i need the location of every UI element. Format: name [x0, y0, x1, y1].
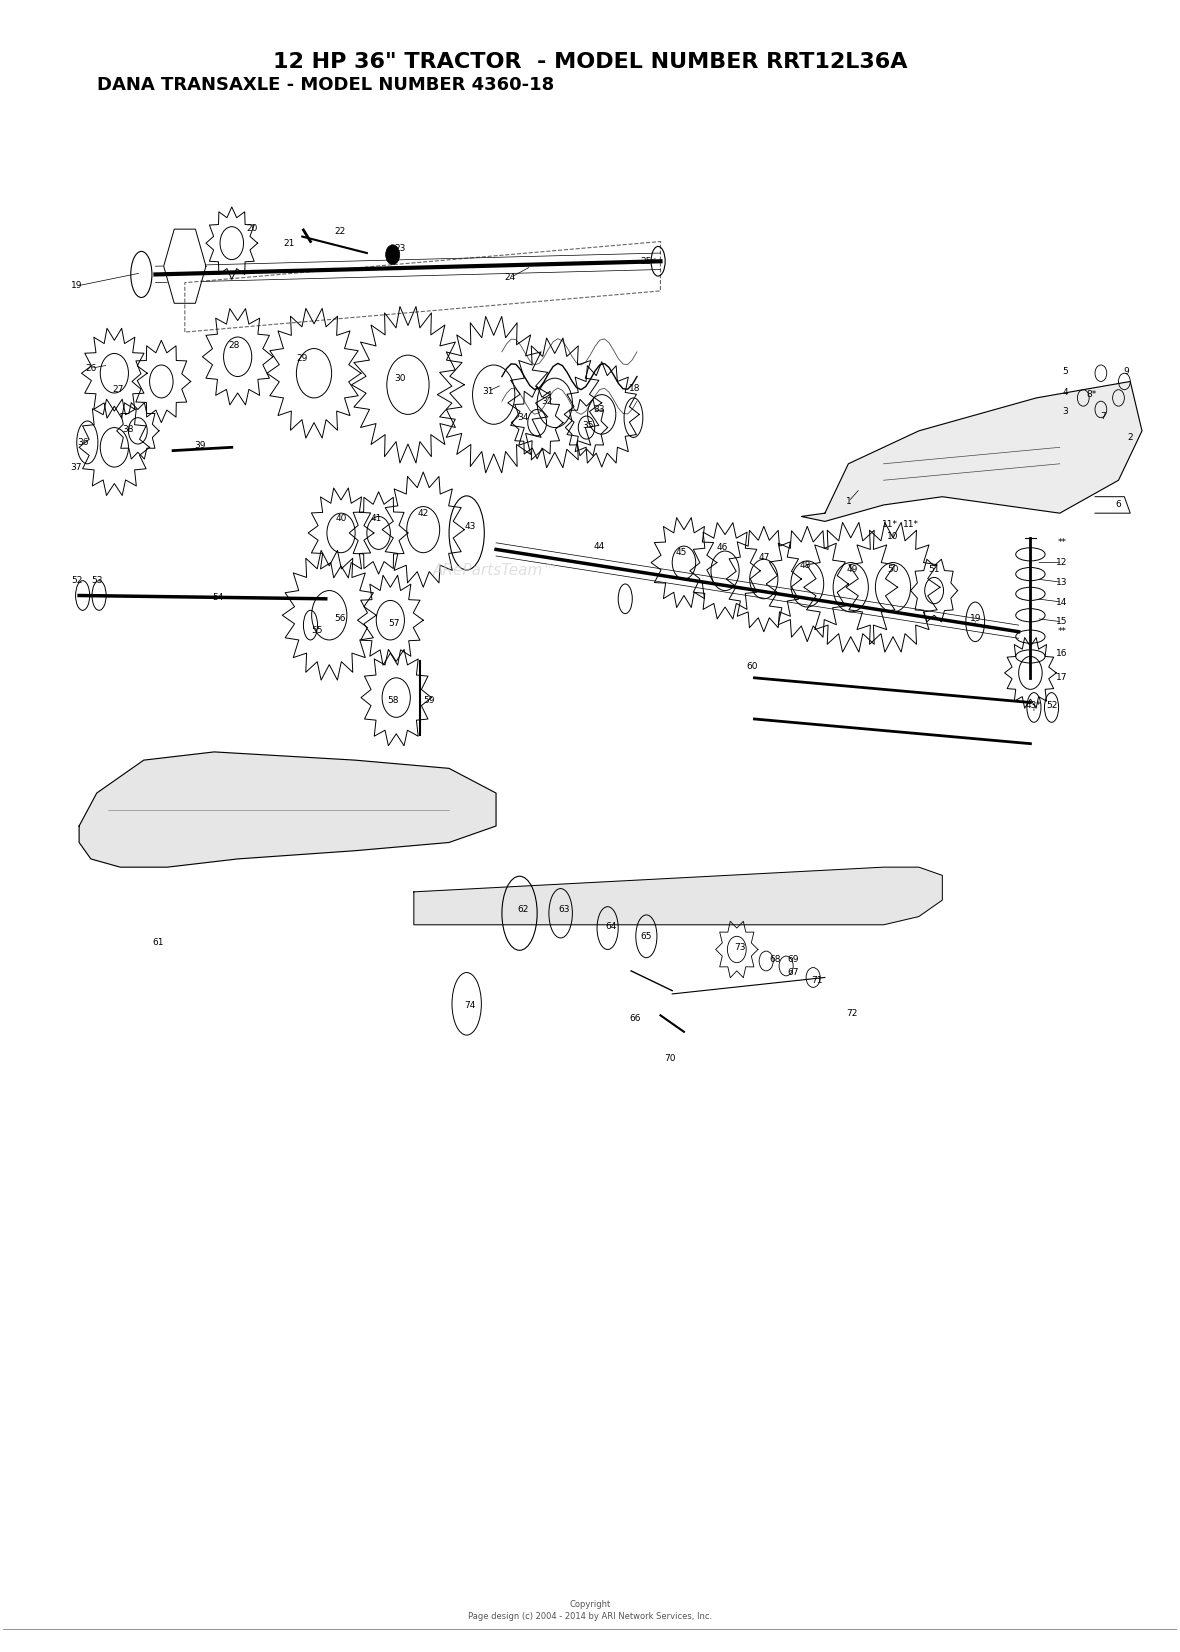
Text: 68: 68 — [769, 955, 781, 963]
Polygon shape — [801, 382, 1142, 522]
Text: 62: 62 — [517, 905, 529, 915]
Text: 34: 34 — [517, 413, 529, 423]
Text: 72: 72 — [846, 1009, 858, 1018]
Text: 30: 30 — [394, 373, 406, 383]
Text: 29: 29 — [296, 354, 308, 363]
Text: 28: 28 — [229, 340, 240, 350]
Text: 24: 24 — [505, 273, 516, 282]
Text: 12 HP 36" TRACTOR  - MODEL NUMBER RRT12L36A: 12 HP 36" TRACTOR - MODEL NUMBER RRT12L3… — [273, 53, 907, 73]
Text: 8*: 8* — [1087, 390, 1096, 400]
Text: 69: 69 — [787, 955, 799, 963]
Text: 55: 55 — [312, 626, 323, 634]
Text: 59: 59 — [424, 697, 435, 705]
Text: 46: 46 — [717, 544, 728, 552]
Text: 52: 52 — [71, 577, 83, 585]
Text: 33: 33 — [594, 405, 605, 415]
Text: 42: 42 — [418, 509, 428, 517]
Text: 19: 19 — [71, 281, 83, 291]
Text: 1: 1 — [846, 497, 851, 506]
Text: 27: 27 — [112, 385, 124, 395]
Text: 50: 50 — [887, 565, 899, 573]
Text: 71: 71 — [811, 976, 822, 985]
Text: 9: 9 — [1123, 367, 1129, 377]
Text: 26: 26 — [85, 363, 97, 373]
Text: 58: 58 — [387, 697, 399, 705]
Text: 12: 12 — [1056, 558, 1068, 567]
Text: 7: 7 — [1101, 411, 1106, 421]
Text: 2: 2 — [1127, 433, 1133, 443]
Text: 14: 14 — [1056, 598, 1068, 606]
Text: **: ** — [1057, 539, 1067, 547]
Text: 31: 31 — [483, 387, 493, 396]
Text: 73: 73 — [735, 943, 746, 952]
Polygon shape — [164, 230, 206, 304]
Text: 25: 25 — [641, 256, 653, 266]
Text: 61: 61 — [152, 938, 164, 947]
Text: Copyright: Copyright — [570, 1601, 610, 1609]
Text: 63: 63 — [558, 905, 570, 915]
Text: ARePartsTeam™: ARePartsTeam™ — [433, 563, 559, 578]
Text: 15: 15 — [1056, 618, 1068, 626]
Text: 57: 57 — [388, 620, 400, 628]
Text: 10: 10 — [887, 532, 899, 540]
Text: 64: 64 — [605, 922, 617, 932]
Text: 11*: 11* — [903, 520, 918, 529]
Text: 40: 40 — [335, 514, 347, 522]
Text: 60: 60 — [746, 662, 758, 671]
Text: 70: 70 — [664, 1054, 676, 1062]
Text: 51: 51 — [929, 565, 939, 573]
Polygon shape — [79, 752, 496, 867]
Text: **: ** — [1057, 628, 1067, 636]
Text: 48: 48 — [799, 562, 811, 570]
Text: 43: 43 — [465, 522, 476, 530]
Text: 5: 5 — [1063, 367, 1069, 377]
Text: 45: 45 — [676, 548, 687, 557]
Text: 41: 41 — [371, 514, 382, 522]
Text: 74: 74 — [465, 1001, 476, 1009]
Text: 54: 54 — [212, 593, 223, 601]
Text: 49: 49 — [846, 565, 858, 573]
Text: 4: 4 — [1063, 388, 1068, 398]
Text: 3: 3 — [1063, 406, 1069, 416]
Text: 36: 36 — [77, 438, 88, 448]
Text: 20: 20 — [247, 223, 257, 233]
Text: 11*: 11* — [881, 520, 898, 529]
Text: 53: 53 — [91, 577, 103, 585]
Text: 23: 23 — [394, 243, 406, 253]
Text: 19: 19 — [970, 615, 981, 623]
Text: 6: 6 — [1115, 501, 1121, 509]
Polygon shape — [414, 867, 943, 925]
Text: 38: 38 — [123, 425, 135, 434]
Text: 66: 66 — [629, 1014, 641, 1023]
Text: 44: 44 — [594, 542, 605, 550]
Text: 52: 52 — [1045, 702, 1057, 710]
Text: 16: 16 — [1056, 649, 1068, 657]
Text: 21: 21 — [283, 238, 295, 248]
Text: 13: 13 — [1056, 578, 1068, 586]
Text: 22: 22 — [334, 226, 346, 236]
Text: 37: 37 — [70, 463, 81, 471]
Text: 56: 56 — [334, 615, 346, 623]
Text: 32: 32 — [540, 396, 552, 406]
Text: 43*: 43* — [1025, 702, 1042, 710]
Text: 47: 47 — [758, 553, 769, 562]
Text: 39: 39 — [195, 441, 205, 451]
Text: 67: 67 — [787, 968, 799, 976]
Circle shape — [386, 244, 400, 264]
Text: 65: 65 — [641, 932, 653, 940]
Text: 18: 18 — [629, 383, 641, 393]
Text: 17: 17 — [1056, 674, 1068, 682]
Text: 35: 35 — [582, 421, 594, 431]
Text: DANA TRANSAXLE - MODEL NUMBER 4360-18: DANA TRANSAXLE - MODEL NUMBER 4360-18 — [97, 76, 553, 94]
Text: Page design (c) 2004 - 2014 by ARI Network Services, Inc.: Page design (c) 2004 - 2014 by ARI Netwo… — [468, 1612, 712, 1621]
